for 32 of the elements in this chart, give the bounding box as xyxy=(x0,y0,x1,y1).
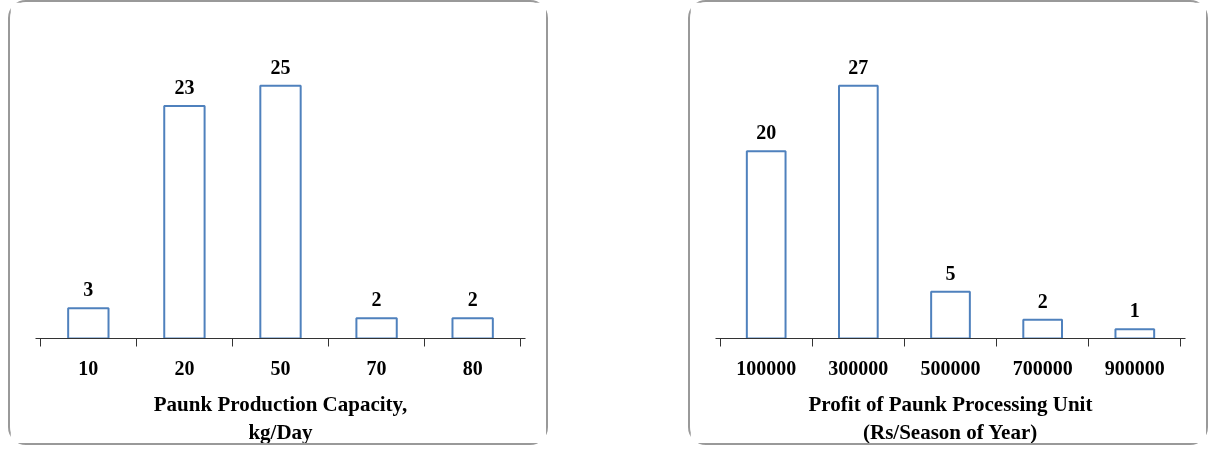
bar xyxy=(930,290,971,339)
bar xyxy=(355,317,398,339)
data-label: 1 xyxy=(1129,299,1140,322)
x-tick-label: 50 xyxy=(270,356,291,379)
x-tick-label: 700000 xyxy=(1012,356,1073,379)
x-tick-label: 500000 xyxy=(920,356,981,379)
data-label: 5 xyxy=(945,261,956,284)
x-tick-label: 70 xyxy=(366,356,387,379)
data-label: 2 xyxy=(1037,289,1048,312)
bar xyxy=(451,317,494,339)
bar xyxy=(745,150,787,339)
x-tick-label: 900000 xyxy=(1104,356,1165,379)
data-label: 25 xyxy=(270,55,291,78)
data-label: 2 xyxy=(371,288,382,311)
x-tick-label: 80 xyxy=(462,356,483,379)
x-tick-label: 100000 xyxy=(736,356,797,379)
x-tick-label: 10 xyxy=(78,356,99,379)
bar xyxy=(837,84,879,339)
data-label: 2 xyxy=(467,288,478,311)
data-label: 3 xyxy=(83,278,94,301)
bar xyxy=(163,104,206,339)
data-label: 27 xyxy=(848,55,869,78)
x-tick-label: 20 xyxy=(174,356,195,379)
bar xyxy=(67,307,110,339)
data-label: 20 xyxy=(756,121,777,144)
x-tick-label: 300000 xyxy=(828,356,889,379)
bar xyxy=(1114,328,1156,339)
x-axis-title: Profit of Paunk Processing Unit (Rs/Season of Year) xyxy=(808,391,1093,445)
bar xyxy=(259,84,302,339)
x-axis-title: Paunk Production Capacity, kg/Day xyxy=(153,391,408,445)
data-label: 23 xyxy=(174,75,195,98)
bar xyxy=(1022,318,1064,339)
